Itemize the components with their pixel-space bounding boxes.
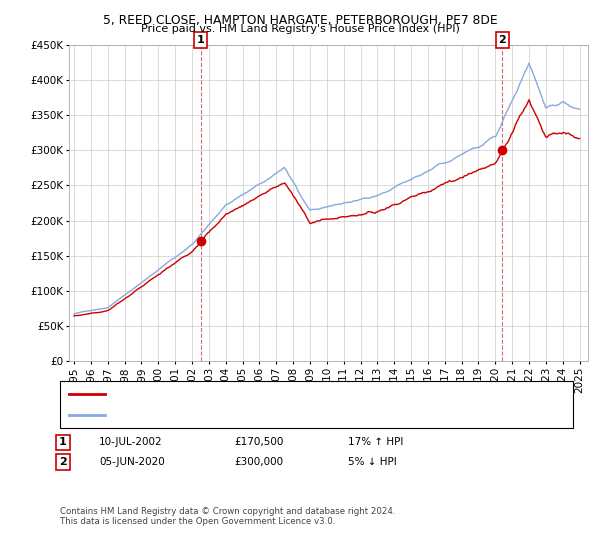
Text: 17% ↑ HPI: 17% ↑ HPI xyxy=(348,437,403,447)
Text: £170,500: £170,500 xyxy=(234,437,283,447)
Text: 5, REED CLOSE, HAMPTON HARGATE, PETERBOROUGH, PE7 8DE (detached house): 5, REED CLOSE, HAMPTON HARGATE, PETERBOR… xyxy=(111,389,515,399)
Text: £300,000: £300,000 xyxy=(234,457,283,467)
Text: Contains HM Land Registry data © Crown copyright and database right 2024.
This d: Contains HM Land Registry data © Crown c… xyxy=(60,507,395,526)
Text: 5% ↓ HPI: 5% ↓ HPI xyxy=(348,457,397,467)
Text: 5, REED CLOSE, HAMPTON HARGATE, PETERBOROUGH, PE7 8DE: 5, REED CLOSE, HAMPTON HARGATE, PETERBOR… xyxy=(103,14,497,27)
Text: 2: 2 xyxy=(59,457,67,467)
Text: 1: 1 xyxy=(59,437,67,447)
Text: 05-JUN-2020: 05-JUN-2020 xyxy=(99,457,165,467)
Text: 2: 2 xyxy=(499,35,506,45)
Text: HPI: Average price, detached house, City of Peterborough: HPI: Average price, detached house, City… xyxy=(111,410,392,420)
Text: 1: 1 xyxy=(197,35,205,45)
Text: Price paid vs. HM Land Registry's House Price Index (HPI): Price paid vs. HM Land Registry's House … xyxy=(140,24,460,34)
Text: 10-JUL-2002: 10-JUL-2002 xyxy=(99,437,163,447)
